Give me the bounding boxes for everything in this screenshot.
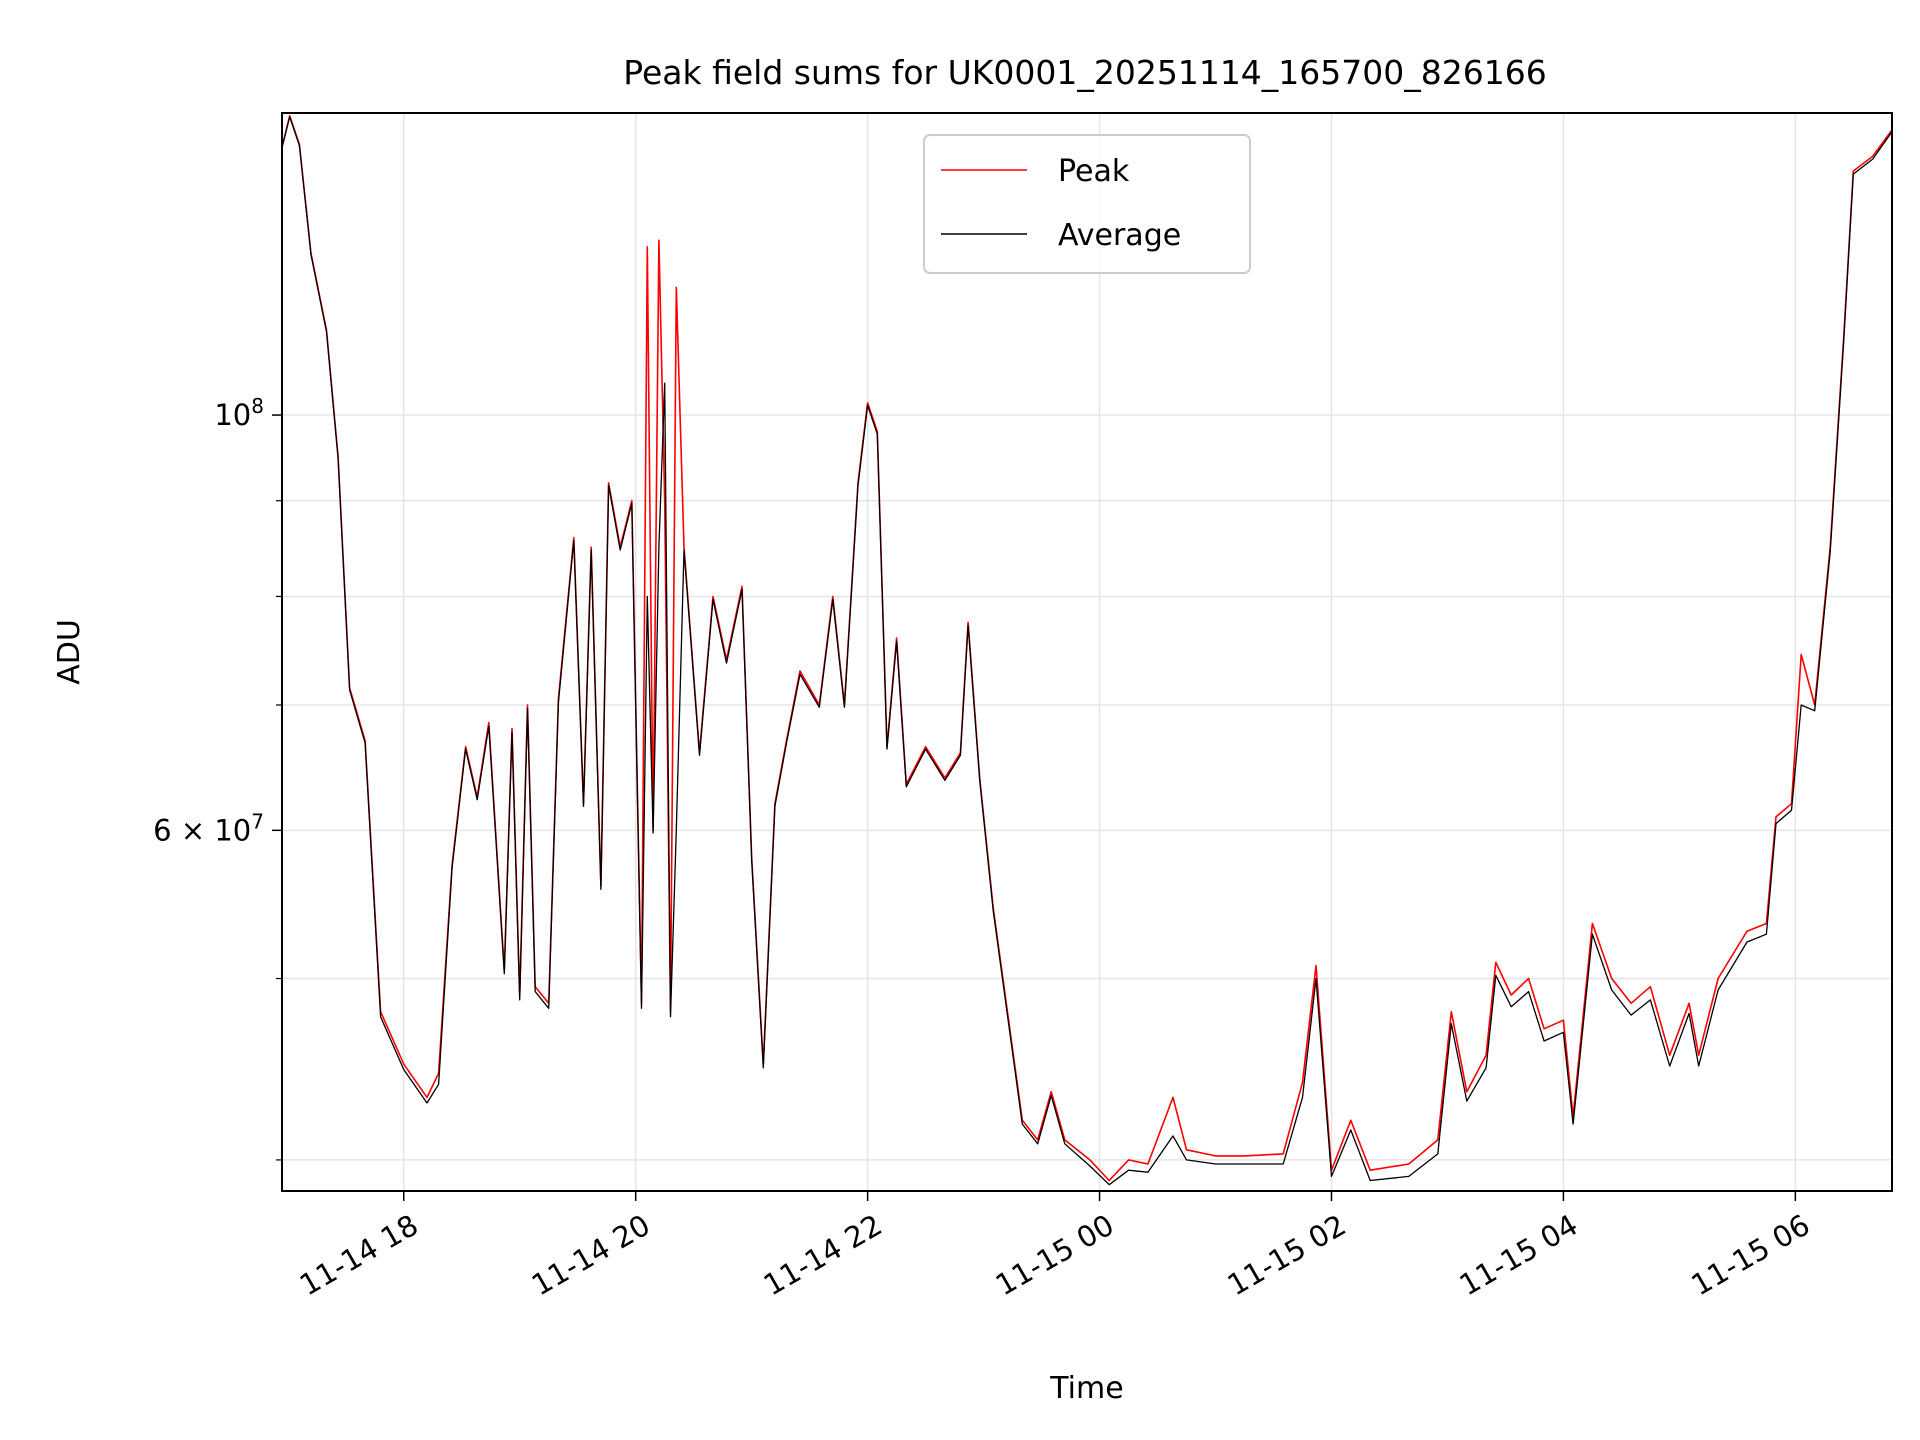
grid bbox=[282, 113, 1892, 1191]
y-tick-label-base: 6 × 10 bbox=[153, 813, 251, 847]
y-tick-label: 108 bbox=[214, 394, 264, 432]
y-tick-label-exponent: 8 bbox=[251, 394, 264, 418]
plot-clip bbox=[282, 114, 1892, 1186]
series-line-average bbox=[282, 116, 1892, 1186]
legend: Peak Average bbox=[923, 134, 1251, 274]
plot-frame bbox=[281, 112, 1893, 1192]
y-tick-label-base: 10 bbox=[214, 398, 251, 432]
chart-title: Peak field sums for UK0001_20251114_1657… bbox=[623, 53, 1547, 92]
legend-peak-label: Peak bbox=[1058, 154, 1130, 189]
y-axis-label: ADU bbox=[52, 619, 87, 685]
y-tick-label-exponent: 7 bbox=[251, 809, 264, 833]
series-layer bbox=[282, 114, 1892, 1186]
legend-average-label: Average bbox=[1058, 218, 1181, 253]
y-tick-label: 6 × 107 bbox=[153, 809, 264, 847]
x-axis-label: Time bbox=[1049, 1371, 1123, 1406]
